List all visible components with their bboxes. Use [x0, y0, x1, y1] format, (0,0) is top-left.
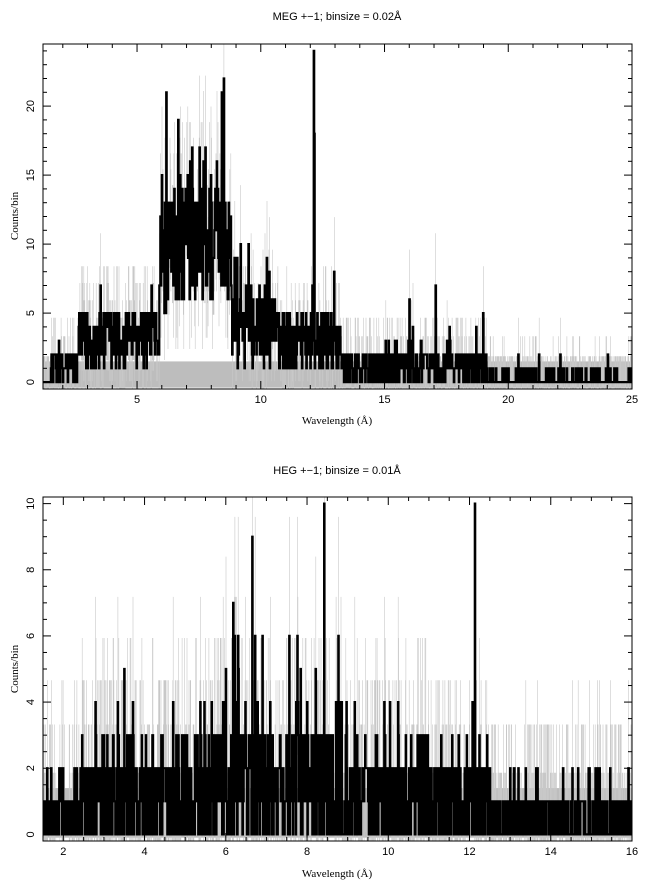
x-tick-label: 4 — [141, 846, 147, 858]
y-tick-label: 15 — [25, 169, 37, 181]
x-tick-label: 20 — [502, 394, 514, 406]
x-tick-label: 25 — [626, 394, 638, 406]
plot-area — [43, 44, 632, 389]
x-tick-label: 10 — [255, 394, 267, 406]
axis-ticks: 2 4 6 8 10 12 14 16 0 2 4 6 8 10 — [25, 497, 638, 858]
spectrum-series — [43, 49, 632, 384]
y-tick-label: 10 — [25, 497, 37, 509]
plot-clip-group — [43, 497, 632, 841]
y-axis-label: Counts/bin — [9, 644, 21, 693]
chart-title: MEG +−1; binsize = 0.02Å — [273, 10, 402, 23]
x-tick-label: 6 — [223, 846, 229, 858]
y-tick-label: 4 — [25, 699, 37, 705]
x-tick-label: 12 — [463, 846, 475, 858]
y-tick-label: 8 — [25, 567, 37, 573]
x-tick-label: 10 — [382, 846, 394, 858]
meg-panel: MEG +−1; binsize = 0.02Å 5 10 15 20 25 0 5 10 15… — [9, 10, 638, 427]
y-tick-label: 10 — [25, 238, 37, 250]
y-tick-label: 2 — [25, 765, 37, 771]
chart-title: HEG +−1; binsize = 0.01Å — [273, 464, 401, 477]
x-tick-label: 2 — [60, 846, 66, 858]
x-axis-label: Wavelength (Å) — [302, 868, 373, 880]
x-axis-label: Wavelength (Å) — [302, 415, 373, 427]
x-tick-label: 14 — [545, 846, 557, 858]
y-axis-label: Counts/bin — [9, 191, 21, 240]
plot-area — [43, 497, 632, 841]
y-tick-label: 6 — [25, 633, 37, 639]
x-tick-label: 8 — [304, 846, 310, 858]
x-tick-label: 16 — [626, 846, 638, 858]
x-tick-label: 5 — [134, 394, 140, 406]
x-tick-label: 15 — [378, 394, 390, 406]
plot-clip-group — [43, 44, 632, 389]
y-tick-label: 20 — [25, 100, 37, 112]
heg-panel: HEG +−1; binsize = 0.01Å 2 4 6 8 10 12 14 16 0 2 4… — [9, 464, 638, 880]
spectrum-series — [43, 502, 632, 836]
y-tick-label: 0 — [25, 379, 37, 385]
axis-ticks: 5 10 15 20 25 0 5 10 15 20 — [25, 44, 638, 406]
y-tick-label: 5 — [25, 310, 37, 316]
y-tick-label: 0 — [25, 831, 37, 837]
